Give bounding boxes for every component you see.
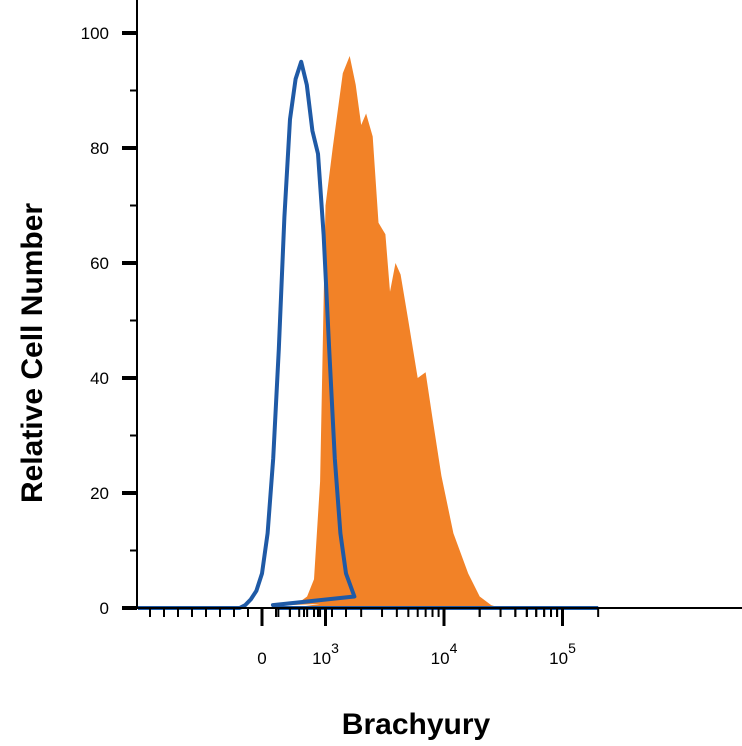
- x-tick-label: 104: [431, 640, 458, 668]
- y-tick-label: 100: [81, 24, 109, 43]
- x-tick-label: 105: [549, 640, 576, 668]
- x-tick-exponent: 5: [568, 640, 576, 656]
- y-tick-label: 20: [90, 484, 109, 503]
- x-tick-label: 103: [312, 640, 339, 668]
- y-tick-label: 40: [90, 369, 109, 388]
- x-tick-label: 0: [257, 649, 266, 668]
- y-tick-label: 80: [90, 139, 109, 158]
- series-layer: [138, 56, 599, 610]
- y-axis-label: Relative Cell Number: [16, 203, 49, 503]
- y-tick-label: 0: [100, 599, 109, 618]
- series-fill-1: [138, 56, 599, 608]
- series-line-0: [138, 59, 599, 610]
- x-axis-label: Brachyury: [342, 708, 491, 741]
- x-tick-exponent: 3: [331, 640, 339, 656]
- x-tick-exponent: 4: [450, 640, 458, 656]
- y-tick-label: 60: [90, 254, 109, 273]
